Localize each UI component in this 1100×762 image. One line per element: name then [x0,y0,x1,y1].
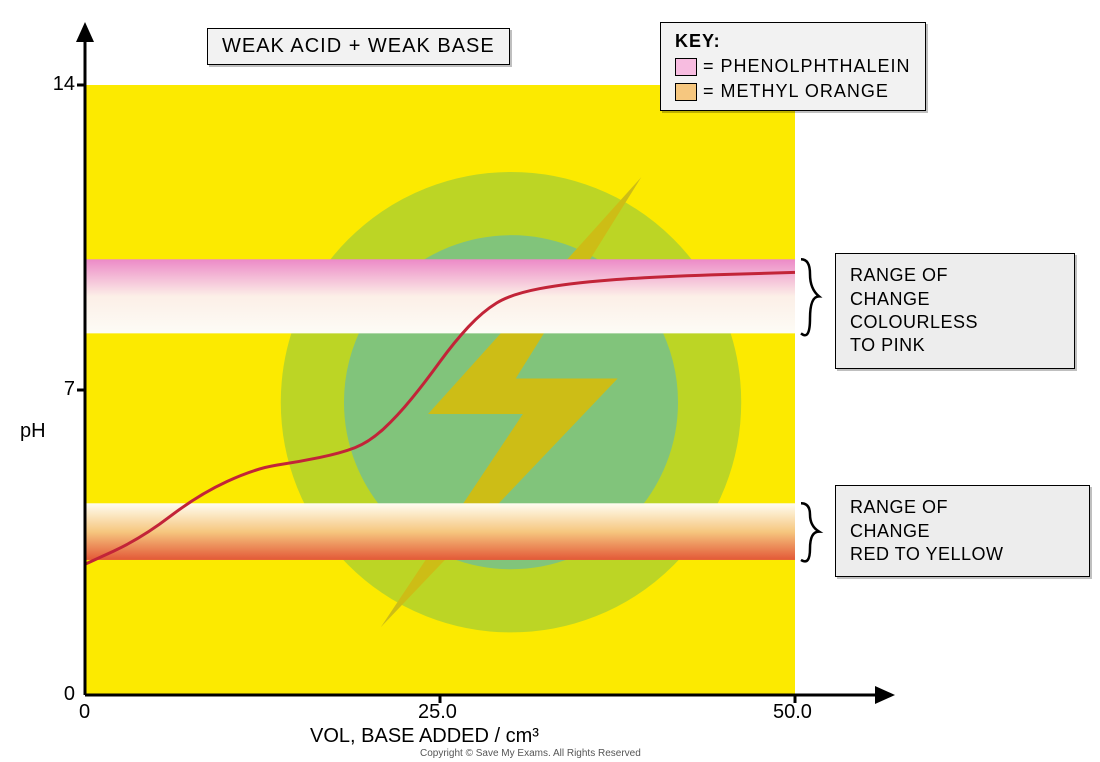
y-tick-label: 14 [53,73,75,96]
brace-methyl [801,503,819,561]
x-tick-label: 0 [79,701,90,724]
x-axis-label: VOL, BASE ADDED / cm³ [310,725,539,748]
watermark-logo [285,177,736,628]
copyright: Copyright © Save My Exams. All Rights Re… [420,748,641,759]
annotation-methyl: RANGE OF CHANGE RED TO YELLOW [835,485,1090,577]
legend-item-0: = PHENOLPHTHALEIN [675,56,911,77]
svg-layer [0,0,1100,762]
y-tick-label: 7 [64,378,75,401]
legend: KEY: = PHENOLPHTHALEIN = METHYL ORANGE [660,22,926,111]
swatch-phenol [675,58,697,76]
legend-label-0: = PHENOLPHTHALEIN [703,56,911,77]
phenolphthalein-band [85,259,795,333]
legend-item-1: = METHYL ORANGE [675,81,911,102]
chart-title: WEAK ACID + WEAK BASE [207,28,510,65]
legend-title: KEY: [675,31,911,52]
chart-container: WEAK ACID + WEAK BASE KEY: = PHENOLPHTHA… [0,0,1100,762]
legend-label-1: = METHYL ORANGE [703,81,889,102]
x-tick-label: 50.0 [773,701,812,724]
swatch-methyl [675,83,697,101]
brace-phenol [801,259,819,335]
y-axis-label: pH [20,420,46,443]
methyl-orange-band [85,503,795,560]
annotation-phenol: RANGE OF CHANGE COLOURLESS TO PINK [835,253,1075,369]
y-tick-label: 0 [64,683,75,706]
x-tick-label: 25.0 [418,701,457,724]
